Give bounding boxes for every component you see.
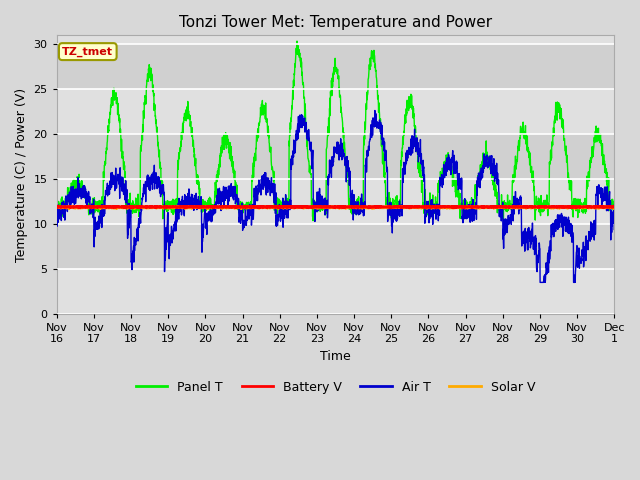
Solar V: [68, 204, 76, 210]
Air T: [114, 173, 122, 179]
Solar V: [114, 204, 122, 210]
Solar V: [611, 205, 618, 211]
Solar V: [96, 204, 104, 210]
Air T: [306, 147, 314, 153]
Solar V: [53, 204, 61, 210]
Text: TZ_tmet: TZ_tmet: [62, 47, 113, 57]
Line: Battery V: Battery V: [57, 206, 614, 207]
Solar V: [130, 204, 138, 210]
Battery V: [68, 204, 76, 210]
Panel T: [611, 205, 618, 211]
Panel T: [96, 212, 104, 217]
Legend: Panel T, Battery V, Air T, Solar V: Panel T, Battery V, Air T, Solar V: [131, 376, 540, 399]
Air T: [371, 108, 379, 113]
Title: Tonzi Tower Met: Temperature and Power: Tonzi Tower Met: Temperature and Power: [179, 15, 492, 30]
Y-axis label: Temperature (C) / Power (V): Temperature (C) / Power (V): [15, 87, 28, 262]
Battery V: [129, 204, 137, 210]
Battery V: [525, 204, 533, 210]
Battery V: [96, 204, 104, 210]
Solar V: [306, 204, 314, 210]
Battery V: [298, 204, 306, 210]
Air T: [68, 191, 76, 196]
Air T: [96, 216, 104, 222]
Battery V: [611, 204, 618, 210]
Panel T: [306, 165, 314, 171]
Battery V: [53, 204, 61, 209]
Panel T: [293, 38, 301, 44]
Line: Air T: Air T: [57, 110, 614, 282]
Panel T: [53, 195, 61, 201]
Bar: [57, 44, 614, 89]
Panel T: [525, 153, 533, 159]
Battery V: [114, 204, 122, 210]
Panel T: [129, 204, 137, 210]
Battery V: [306, 204, 314, 210]
X-axis label: Time: Time: [320, 350, 351, 363]
Line: Solar V: Solar V: [57, 206, 614, 208]
Panel T: [309, 218, 317, 224]
Solar V: [417, 204, 425, 209]
Panel T: [114, 104, 122, 109]
Air T: [53, 210, 61, 216]
Air T: [611, 227, 618, 232]
Air T: [129, 246, 137, 252]
Panel T: [68, 192, 76, 197]
Solar V: [113, 205, 120, 211]
Bar: [57, 224, 614, 269]
Line: Panel T: Panel T: [57, 41, 614, 221]
Bar: [57, 134, 614, 179]
Solar V: [525, 204, 533, 210]
Battery V: [541, 204, 549, 209]
Air T: [525, 236, 533, 241]
Air T: [536, 279, 544, 285]
